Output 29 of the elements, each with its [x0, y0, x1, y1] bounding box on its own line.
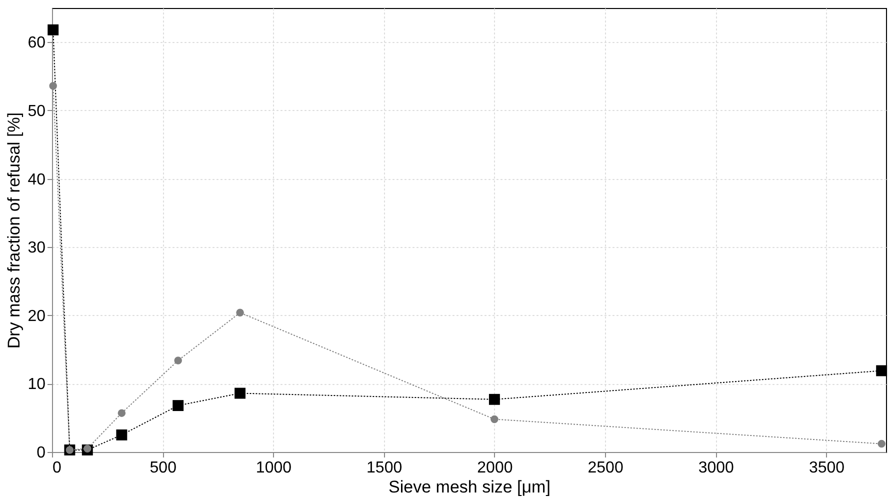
point	[172, 400, 184, 412]
x-tick-label: 2500	[588, 460, 624, 476]
point	[488, 394, 500, 405]
x-tick-label: 0	[52, 460, 62, 476]
x-tick-label: 2000	[477, 460, 513, 476]
point	[490, 415, 498, 424]
point	[234, 388, 246, 399]
x-tick-label: 1500	[366, 460, 402, 476]
y-tick-label: 60	[28, 34, 46, 52]
x-tick-label: 3000	[698, 460, 734, 476]
x-tick-label: 500	[150, 460, 177, 476]
y-tick-label: 40	[28, 171, 46, 188]
x-tick-label: 1000	[256, 460, 292, 476]
x-axis-title: Sieve mesh size [μm]	[388, 478, 550, 496]
point	[236, 308, 244, 317]
point	[49, 82, 57, 90]
y-tick-label: 10	[28, 376, 46, 394]
y-tick-label: 50	[28, 102, 46, 120]
y-axis-title: Dry mass fraction of refusal [%]	[4, 112, 24, 349]
point	[174, 356, 182, 364]
y-tick-label: 20	[28, 308, 46, 325]
point	[118, 409, 126, 417]
y-tick-label: 30	[28, 240, 46, 257]
y-tick-label: 0	[36, 444, 46, 462]
point	[876, 365, 888, 376]
point	[116, 429, 128, 440]
point	[48, 24, 59, 36]
x-tick-label: 3500	[808, 460, 845, 476]
point	[878, 440, 886, 448]
